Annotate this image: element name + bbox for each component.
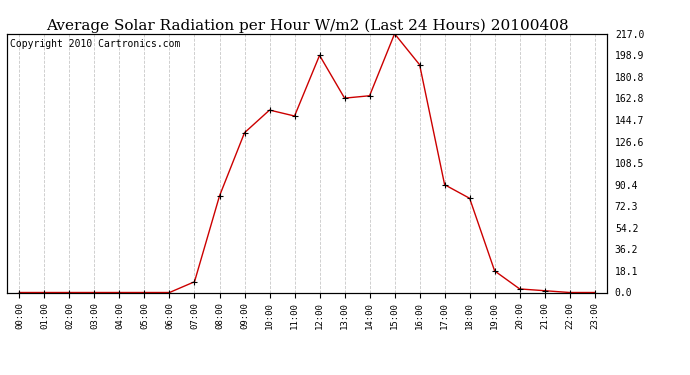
Text: Copyright 2010 Cartronics.com: Copyright 2010 Cartronics.com [10,39,180,49]
Title: Average Solar Radiation per Hour W/m2 (Last 24 Hours) 20100408: Average Solar Radiation per Hour W/m2 (L… [46,18,569,33]
